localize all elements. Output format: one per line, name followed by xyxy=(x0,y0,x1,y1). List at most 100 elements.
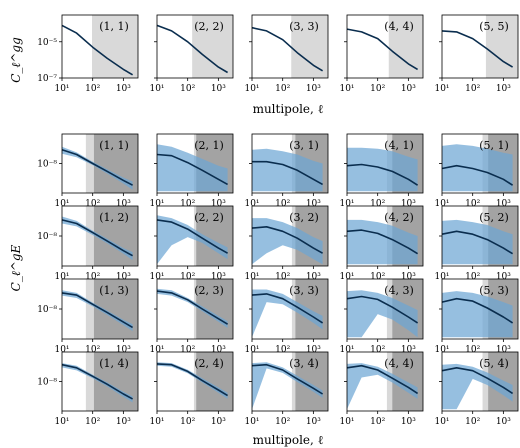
panel-2-3: (2, 3) 10¹ 10² 10³ xyxy=(149,278,234,355)
x-tick-label: 10² xyxy=(275,417,290,427)
signal-line xyxy=(441,366,514,395)
bottom-y-axis-label: C_ℓ^gE xyxy=(9,244,23,291)
error-band xyxy=(157,144,228,192)
axes-frame xyxy=(61,14,139,79)
signal-line xyxy=(346,295,419,324)
panel-4-1: (4, 1) 10¹ 10² 10³ xyxy=(339,133,424,209)
panel-5-5: (5, 5) 10¹ 10² 10³ xyxy=(434,14,519,94)
panel-2-1: (2, 1) 10¹ 10² 10³ xyxy=(149,133,234,209)
panel-label: (3, 3) xyxy=(289,20,319,33)
x-tick-label: 10² xyxy=(180,84,195,94)
x-tick-label: 10¹ xyxy=(149,345,164,355)
axes-frame xyxy=(251,14,329,79)
x-tick-label: 10¹ xyxy=(434,272,449,282)
panel-3-3: (3, 3) 10¹ 10² 10³ xyxy=(244,278,329,355)
x-tick-label: 10³ xyxy=(116,272,131,282)
axes-frame xyxy=(156,14,234,79)
signal-line xyxy=(156,153,228,186)
panel-1-1: (1, 1) 10¹ 10² 10³ 10⁻⁷ 10⁻⁵ xyxy=(37,14,139,94)
signal-line xyxy=(441,30,514,68)
x-tick-label: 10¹ xyxy=(149,199,164,209)
signal-line xyxy=(61,149,133,186)
signal-line xyxy=(441,230,514,255)
panel-5-4: (5, 4) 10¹ 10² 10³ xyxy=(434,351,519,427)
x-tick-label: 10² xyxy=(85,345,100,355)
signal-line xyxy=(156,24,229,74)
x-tick-label: 10³ xyxy=(401,272,416,282)
x-tick-label: 10¹ xyxy=(434,345,449,355)
x-tick-label: 10² xyxy=(180,345,195,355)
x-tick-label: 10³ xyxy=(401,84,416,94)
x-tick-label: 10³ xyxy=(211,199,226,209)
signal-line xyxy=(61,363,133,400)
panel-label: (3, 3) xyxy=(289,284,319,297)
signal-line xyxy=(251,363,324,395)
panel-label: (4, 4) xyxy=(384,357,414,370)
error-band xyxy=(347,147,418,192)
x-tick-label: 10¹ xyxy=(339,345,354,355)
x-tick-label: 10¹ xyxy=(244,199,259,209)
x-tick-label: 10² xyxy=(85,84,100,94)
panel-5-2: (5, 2) 10¹ 10² 10³ xyxy=(434,205,519,282)
error-band xyxy=(62,146,133,190)
panel-1-3: (1, 3) 10¹ 10² 10³ 10⁻⁸ xyxy=(37,278,139,355)
panel-3-4: (3, 4) 10¹ 10² 10³ xyxy=(244,351,329,427)
panel-label: (4, 1) xyxy=(384,139,414,152)
error-band xyxy=(442,144,513,192)
signal-line xyxy=(346,364,419,395)
panel-label: (5, 3) xyxy=(479,284,509,297)
panel-label: (1, 1) xyxy=(99,20,129,33)
error-band xyxy=(252,148,323,192)
signal-line xyxy=(156,290,229,325)
x-tick-label: 10³ xyxy=(306,84,321,94)
panel-label: (5, 1) xyxy=(479,139,509,152)
x-tick-label: 10² xyxy=(275,272,290,282)
panel-4-4: (4, 4) 10¹ 10² 10³ xyxy=(339,351,424,427)
x-tick-label: 10¹ xyxy=(149,417,164,427)
signal-line xyxy=(441,297,514,324)
x-tick-label: 10¹ xyxy=(149,84,164,94)
signal-line xyxy=(346,229,419,255)
x-tick-label: 10² xyxy=(85,272,100,282)
x-tick-label: 10² xyxy=(180,199,195,209)
panel-label: (3, 2) xyxy=(289,211,319,224)
x-tick-label: 10² xyxy=(465,417,480,427)
x-tick-label: 10¹ xyxy=(54,272,69,282)
panel-1-1: (1, 1) 10¹ 10² 10³ 10⁻⁸ xyxy=(37,133,139,209)
error-band xyxy=(252,289,323,338)
x-tick-label: 10² xyxy=(370,417,385,427)
panel-label: (2, 1) xyxy=(194,139,224,152)
panel-label: (1, 4) xyxy=(99,357,129,370)
x-tick-label: 10³ xyxy=(496,417,511,427)
y-tick-label: 10⁻⁷ xyxy=(37,74,57,84)
shade-region xyxy=(91,15,138,78)
panel-label: (5, 5) xyxy=(479,20,509,33)
x-tick-label: 10² xyxy=(85,417,100,427)
signal-line xyxy=(156,219,228,254)
x-tick-label: 10² xyxy=(275,345,290,355)
panel-label: (4, 3) xyxy=(384,284,414,297)
x-tick-label: 10¹ xyxy=(339,272,354,282)
bottom-x-axis-label: multipole, ℓ xyxy=(253,433,324,447)
x-tick-label: 10³ xyxy=(306,345,321,355)
x-tick-label: 10³ xyxy=(401,199,416,209)
panel-label: (1, 3) xyxy=(99,284,129,297)
x-tick-label: 10³ xyxy=(306,272,321,282)
x-tick-label: 10³ xyxy=(306,199,321,209)
panel-4-3: (4, 3) 10¹ 10² 10³ xyxy=(339,278,424,355)
panel-label: (1, 2) xyxy=(99,211,129,224)
signal-line xyxy=(251,26,324,72)
panel-3-2: (3, 2) 10¹ 10² 10³ xyxy=(244,205,329,282)
x-tick-label: 10² xyxy=(275,199,290,209)
x-tick-label: 10¹ xyxy=(244,345,259,355)
panel-4-4: (4, 4) 10¹ 10² 10³ xyxy=(339,14,424,94)
x-tick-label: 10² xyxy=(370,272,385,282)
panel-label: (3, 1) xyxy=(289,139,319,152)
x-tick-label: 10¹ xyxy=(339,417,354,427)
x-tick-label: 10¹ xyxy=(434,84,449,94)
panel-label: (1, 1) xyxy=(99,139,129,152)
signal-line xyxy=(252,160,323,186)
x-tick-label: 10³ xyxy=(116,417,131,427)
x-tick-label: 10² xyxy=(370,199,385,209)
